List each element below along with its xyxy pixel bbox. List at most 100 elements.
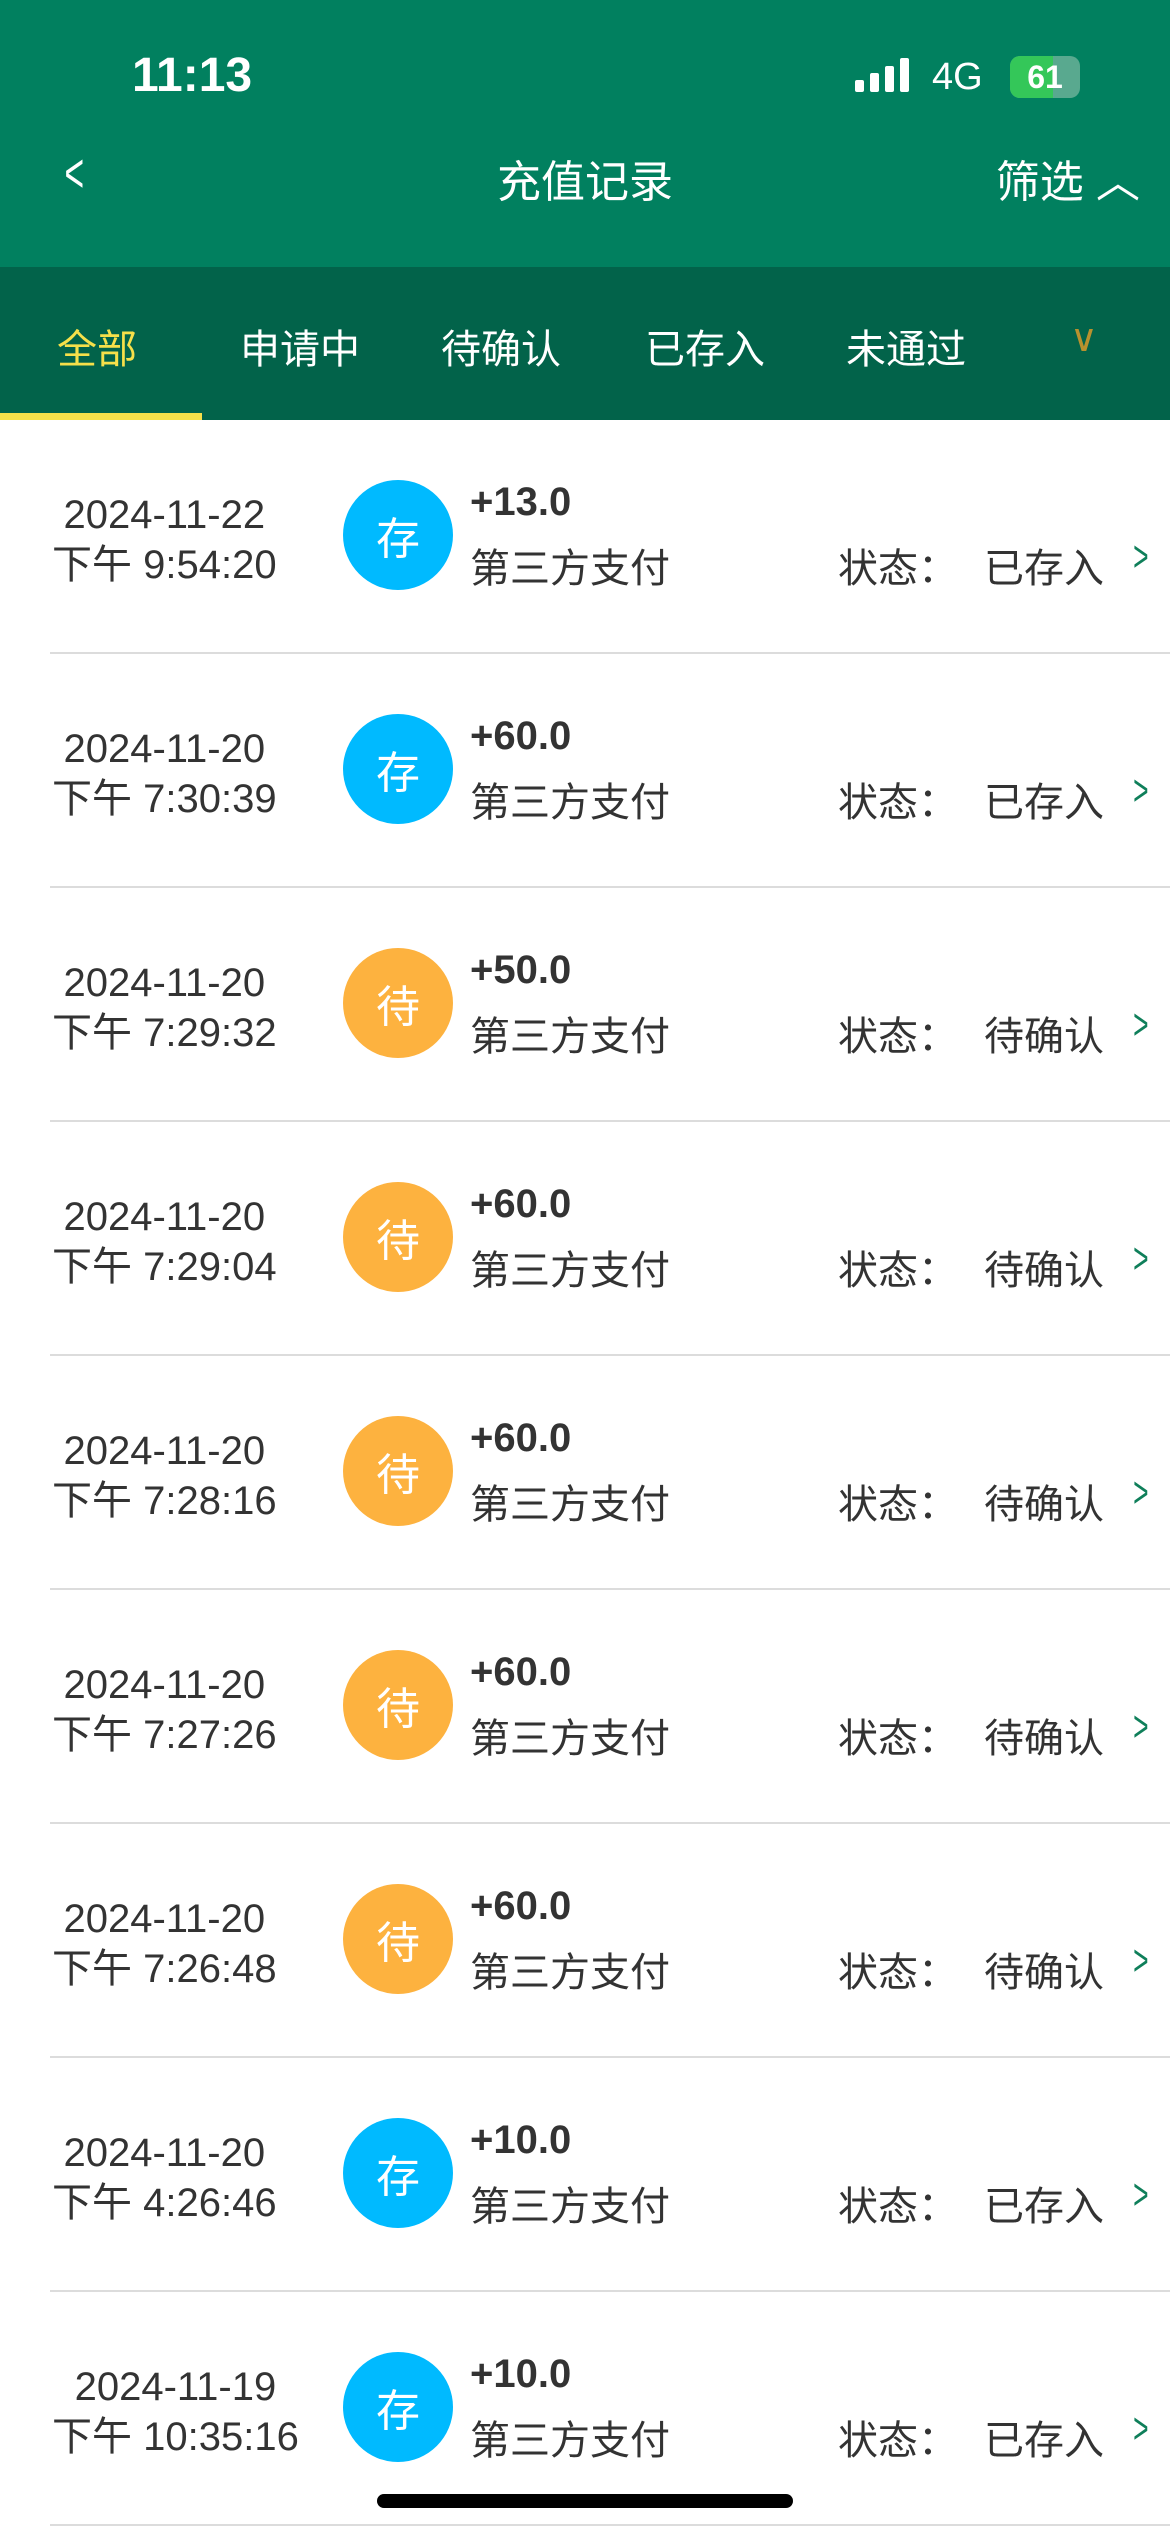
record-row[interactable]: 2024-11-20 下午 4:26:46 存 +10.0 第三方支付 状态： … (0, 2058, 1170, 2292)
record-date: 2024-11-20 (63, 727, 266, 771)
status-label: 状态： (838, 1717, 958, 1761)
chevron-right-icon: > (1133, 1000, 1149, 1049)
record-date: 2024-11-20 (63, 1897, 266, 1941)
status-value: 已存入 (984, 547, 1104, 591)
record-datetime: 2024-11-22 下午 9:54:20 (52, 490, 277, 590)
status-badge: 待 (343, 1182, 453, 1292)
chevron-right-icon: > (1133, 532, 1149, 581)
divider (50, 1120, 1170, 1122)
record-time: 下午 7:29:32 (52, 1011, 277, 1055)
chevron-up-icon: ︿ (1083, 158, 1140, 207)
header: 11:13 4G 61 < 充值记录 筛选 ︿ (0, 0, 1170, 267)
record-datetime: 2024-11-20 下午 7:29:32 (52, 958, 277, 1058)
chevron-right-icon: > (1133, 2170, 1149, 2219)
record-time: 下午 9:54:20 (52, 543, 277, 587)
tab-rejected[interactable]: 未通过 (846, 328, 966, 372)
record-amount: +60.0 (470, 714, 572, 758)
status-time: 11:13 (132, 49, 253, 102)
status-badge: 存 (343, 714, 453, 824)
tab-pending[interactable]: 待确认 (441, 328, 561, 372)
status-value: 待确认 (984, 1249, 1104, 1293)
record-date: 2024-11-20 (63, 1195, 266, 1239)
divider (50, 2524, 1170, 2526)
status-label: 状态： (838, 781, 958, 825)
status-value: 待确认 (984, 1015, 1104, 1059)
chevron-right-icon: > (1133, 1702, 1149, 1751)
record-row[interactable]: 2024-11-20 下午 7:26:48 待 +60.0 第三方支付 状态： … (0, 1824, 1170, 2058)
record-time: 下午 7:28:16 (52, 1479, 277, 1523)
record-amount: +50.0 (470, 948, 572, 992)
divider (50, 1588, 1170, 1590)
chevron-right-icon: > (1133, 766, 1149, 815)
signal-icon (855, 58, 909, 92)
status-label: 状态： (838, 1483, 958, 1527)
record-time: 下午 7:29:04 (52, 1245, 277, 1289)
record-amount: +10.0 (470, 2352, 572, 2396)
divider (50, 2056, 1170, 2058)
record-datetime: 2024-11-20 下午 7:29:04 (52, 1192, 277, 1292)
record-row[interactable]: 2024-11-22 下午 9:54:20 存 +13.0 第三方支付 状态： … (0, 420, 1170, 654)
chevron-left-icon[interactable]: < (64, 141, 85, 204)
tab-applying[interactable]: 申请中 (240, 328, 360, 372)
divider (50, 1822, 1170, 1824)
status-value: 待确认 (984, 1483, 1104, 1527)
record-row[interactable]: 2024-11-19 下午 10:35:16 存 +10.0 第三方支付 状态：… (0, 2292, 1170, 2526)
active-tab-indicator (0, 413, 202, 420)
status-badge: 待 (343, 1650, 453, 1760)
record-amount: +13.0 (470, 480, 572, 524)
network-type: 4G (932, 56, 983, 98)
status-badge: 待 (343, 1416, 453, 1526)
status-badge: 待 (343, 1884, 453, 1994)
chevron-right-icon: > (1133, 2404, 1149, 2453)
record-row[interactable]: 2024-11-20 下午 7:27:26 待 +60.0 第三方支付 状态： … (0, 1590, 1170, 1824)
filter-button[interactable]: 筛选 ︿ (996, 146, 1140, 210)
chevron-right-icon: > (1133, 1234, 1149, 1283)
battery-level: 61 (1027, 59, 1063, 95)
record-row[interactable]: 2024-11-20 下午 7:30:39 存 +60.0 第三方支付 状态： … (0, 654, 1170, 888)
status-value: 待确认 (984, 1717, 1104, 1761)
record-date: 2024-11-20 (63, 2131, 266, 2175)
divider (50, 1354, 1170, 1356)
record-datetime: 2024-11-20 下午 4:26:46 (52, 2128, 277, 2228)
divider (50, 886, 1170, 888)
status-badge: 存 (343, 2352, 453, 2462)
status-label: 状态： (838, 547, 958, 591)
status-value: 已存入 (984, 781, 1104, 825)
record-datetime: 2024-11-20 下午 7:26:48 (52, 1894, 277, 1994)
record-date: 2024-11-20 (63, 961, 266, 1005)
record-row[interactable]: 2024-11-20 下午 7:29:32 待 +50.0 第三方支付 状态： … (0, 888, 1170, 1122)
status-label: 状态： (838, 2185, 958, 2229)
record-date: 2024-11-20 (63, 1429, 266, 1473)
status-value: 待确认 (984, 1951, 1104, 1995)
tab-bar: 全部 申请中 待确认 已存入 未通过 (0, 267, 1170, 420)
record-datetime: 2024-11-20 下午 7:27:26 (52, 1660, 277, 1760)
home-indicator (377, 2494, 793, 2508)
status-value: 已存入 (984, 2419, 1104, 2463)
tab-deposited[interactable]: 已存入 (645, 328, 765, 372)
record-time: 下午 4:26:46 (52, 2181, 277, 2225)
record-method: 第三方支付 (470, 1483, 670, 1527)
record-time: 下午 10:35:16 (52, 2415, 299, 2459)
record-method: 第三方支付 (470, 2185, 670, 2229)
status-badge: 存 (343, 480, 453, 590)
status-badge: 待 (343, 948, 453, 1058)
record-date: 2024-11-19 (74, 2365, 277, 2409)
page-title: 充值记录 (497, 158, 673, 207)
record-amount: +10.0 (470, 2118, 572, 2162)
record-date: 2024-11-22 (63, 493, 266, 537)
record-amount: +60.0 (470, 1884, 572, 1928)
record-method: 第三方支付 (470, 1717, 670, 1761)
chevron-right-icon: > (1133, 1936, 1149, 1985)
chevron-down-icon[interactable]: ∨ (1070, 318, 1098, 360)
record-row[interactable]: 2024-11-20 下午 7:29:04 待 +60.0 第三方支付 状态： … (0, 1122, 1170, 1356)
tab-all[interactable]: 全部 (57, 328, 137, 372)
filter-label: 筛选 (995, 158, 1084, 207)
record-date: 2024-11-20 (63, 1663, 266, 1707)
record-row[interactable]: 2024-11-20 下午 7:28:16 待 +60.0 第三方支付 状态： … (0, 1356, 1170, 1590)
record-time: 下午 7:27:26 (52, 1713, 277, 1757)
record-datetime: 2024-11-20 下午 7:30:39 (52, 724, 277, 824)
record-time: 下午 7:30:39 (52, 777, 277, 821)
status-badge: 存 (343, 2118, 453, 2228)
status-label: 状态： (838, 1249, 958, 1293)
record-method: 第三方支付 (470, 781, 670, 825)
